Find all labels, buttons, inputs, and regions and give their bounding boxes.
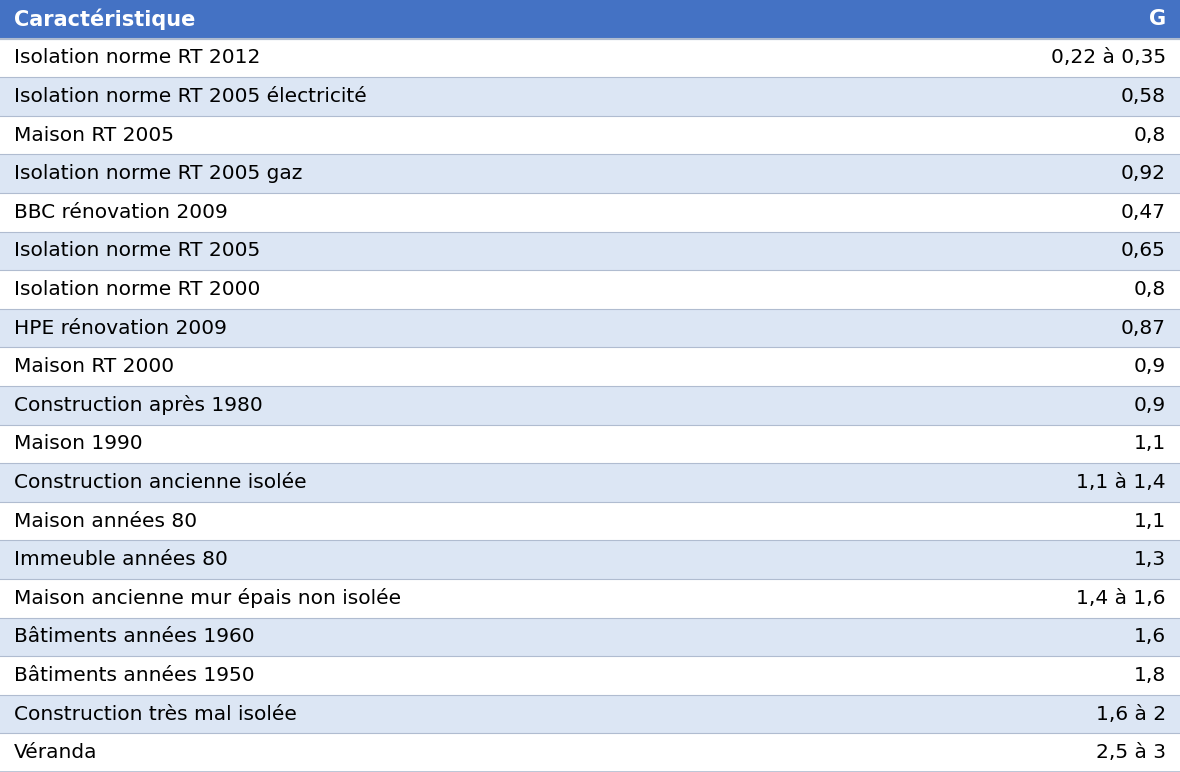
- Text: 1,6 à 2: 1,6 à 2: [1096, 705, 1166, 723]
- Bar: [0, 193, 1180, 232]
- Bar: [0, 154, 1180, 193]
- Bar: [0, 309, 1180, 347]
- Bar: [0, 425, 1180, 463]
- Bar: [0, 656, 1180, 695]
- Bar: [0, 579, 1180, 618]
- Bar: [0, 733, 1180, 772]
- Text: Construction ancienne isolée: Construction ancienne isolée: [14, 473, 307, 492]
- Text: Maison RT 2005: Maison RT 2005: [14, 126, 173, 144]
- Text: Immeuble années 80: Immeuble années 80: [14, 550, 228, 569]
- Text: 0,65: 0,65: [1121, 242, 1166, 260]
- Bar: [0, 695, 1180, 733]
- Text: Véranda: Véranda: [14, 743, 98, 762]
- Bar: [0, 0, 1180, 39]
- Text: 1,4 à 1,6: 1,4 à 1,6: [1076, 589, 1166, 608]
- Text: 0,47: 0,47: [1121, 203, 1166, 222]
- Bar: [0, 39, 1180, 77]
- Text: BBC rénovation 2009: BBC rénovation 2009: [14, 203, 228, 222]
- Text: 1,8: 1,8: [1134, 666, 1166, 685]
- Text: 0,8: 0,8: [1134, 280, 1166, 299]
- Bar: [0, 347, 1180, 386]
- Text: Isolation norme RT 2005 gaz: Isolation norme RT 2005 gaz: [14, 164, 302, 183]
- Text: Isolation norme RT 2005 électricité: Isolation norme RT 2005 électricité: [14, 87, 367, 106]
- Bar: [0, 463, 1180, 502]
- Text: Maison ancienne mur épais non isolée: Maison ancienne mur épais non isolée: [14, 588, 401, 608]
- Bar: [0, 502, 1180, 540]
- Text: Construction très mal isolée: Construction très mal isolée: [14, 705, 297, 723]
- Text: 1,1: 1,1: [1134, 435, 1166, 453]
- Bar: [0, 270, 1180, 309]
- Text: Maison 1990: Maison 1990: [14, 435, 143, 453]
- Text: 2,5 à 3: 2,5 à 3: [1096, 743, 1166, 762]
- Text: Isolation norme RT 2000: Isolation norme RT 2000: [14, 280, 261, 299]
- Text: 0,9: 0,9: [1134, 396, 1166, 415]
- Text: 0,58: 0,58: [1121, 87, 1166, 106]
- Text: 0,87: 0,87: [1121, 319, 1166, 337]
- Bar: [0, 540, 1180, 579]
- Text: 0,9: 0,9: [1134, 357, 1166, 376]
- Text: Maison RT 2000: Maison RT 2000: [14, 357, 175, 376]
- Bar: [0, 386, 1180, 425]
- Text: HPE rénovation 2009: HPE rénovation 2009: [14, 319, 227, 337]
- Text: 1,1 à 1,4: 1,1 à 1,4: [1076, 473, 1166, 492]
- Text: Maison années 80: Maison années 80: [14, 512, 197, 530]
- Bar: [0, 77, 1180, 116]
- Text: G: G: [1149, 9, 1166, 29]
- Text: 0,92: 0,92: [1121, 164, 1166, 183]
- Text: Isolation norme RT 2005: Isolation norme RT 2005: [14, 242, 261, 260]
- Text: Bâtiments années 1960: Bâtiments années 1960: [14, 628, 255, 646]
- Text: Caractéristique: Caractéristique: [14, 8, 196, 30]
- Text: 0,8: 0,8: [1134, 126, 1166, 144]
- Bar: [0, 618, 1180, 656]
- Text: 1,3: 1,3: [1134, 550, 1166, 569]
- Text: 1,1: 1,1: [1134, 512, 1166, 530]
- Bar: [0, 116, 1180, 154]
- Text: Bâtiments années 1950: Bâtiments années 1950: [14, 666, 255, 685]
- Text: 1,6: 1,6: [1134, 628, 1166, 646]
- Text: 0,22 à 0,35: 0,22 à 0,35: [1051, 49, 1166, 67]
- Text: Isolation norme RT 2012: Isolation norme RT 2012: [14, 49, 261, 67]
- Text: Construction après 1980: Construction après 1980: [14, 395, 263, 415]
- Bar: [0, 232, 1180, 270]
